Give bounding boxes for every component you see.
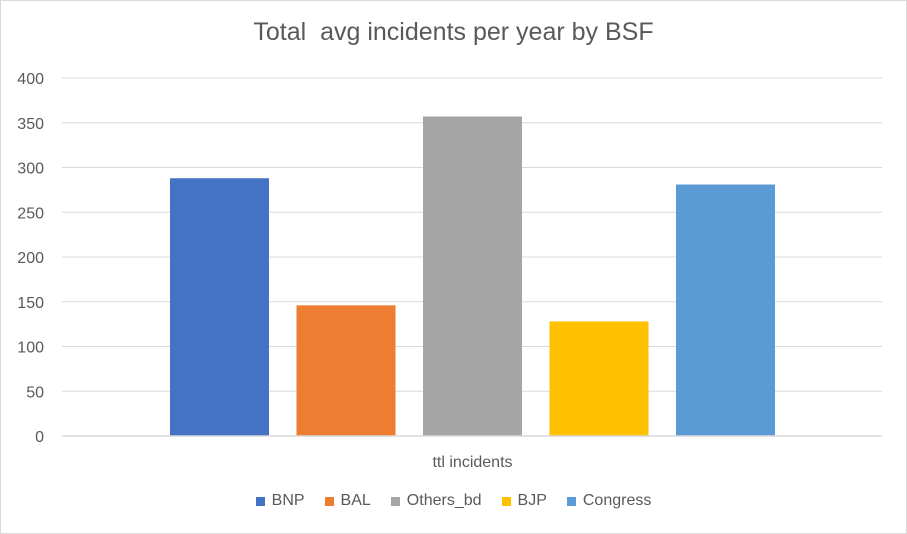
legend-swatch bbox=[501, 496, 511, 506]
legend-swatch bbox=[390, 496, 400, 506]
bars bbox=[170, 116, 775, 437]
legend: BNP BAL Others_bd BJP Congress bbox=[0, 492, 907, 510]
y-tick-label: 400 bbox=[17, 71, 44, 88]
y-tick-label: 150 bbox=[17, 295, 44, 312]
legend-label: BAL bbox=[340, 492, 371, 509]
bar-bjp bbox=[549, 321, 649, 436]
x-category-label: ttl incidents bbox=[432, 454, 512, 471]
y-tick-label: 200 bbox=[17, 250, 44, 267]
y-tick-label: 250 bbox=[17, 205, 44, 222]
legend-swatch bbox=[324, 496, 334, 506]
y-tick-label: 350 bbox=[17, 116, 44, 133]
legend-item: BNP bbox=[255, 492, 305, 510]
legend-label: Others_bd bbox=[406, 492, 482, 509]
legend-item: Others_bd bbox=[390, 492, 482, 510]
legend-label: BJP bbox=[517, 492, 547, 509]
y-axis-ticks: 0 50 100 150 200 250 300 350 400 bbox=[17, 71, 44, 446]
legend-swatch bbox=[566, 496, 576, 506]
legend-item: Congress bbox=[566, 492, 652, 510]
chart-title: Total avg incidents per year by BSF bbox=[253, 18, 654, 46]
bar-bal bbox=[296, 305, 396, 436]
bar-congress bbox=[676, 184, 775, 436]
legend-label: Congress bbox=[582, 492, 652, 509]
legend-item: BJP bbox=[501, 492, 547, 510]
y-tick-label: 0 bbox=[35, 429, 44, 446]
legend-swatch bbox=[255, 496, 265, 506]
bar-others-bd bbox=[423, 116, 522, 437]
bar-bnp bbox=[170, 178, 269, 437]
y-tick-label: 50 bbox=[26, 384, 44, 401]
legend-label: BNP bbox=[271, 492, 305, 509]
y-tick-label: 100 bbox=[17, 340, 44, 357]
y-tick-label: 300 bbox=[17, 161, 44, 178]
legend-item: BAL bbox=[324, 492, 371, 510]
